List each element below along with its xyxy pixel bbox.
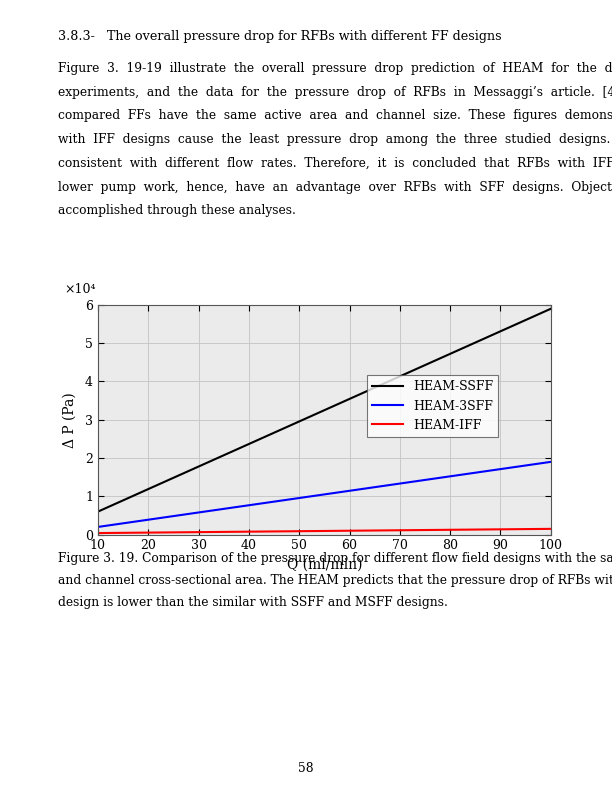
HEAM-IFF	[312, 527, 319, 536]
Text: 58: 58	[298, 762, 314, 775]
HEAM-IFF	[309, 527, 316, 536]
HEAM-IFF	[364, 526, 371, 535]
HEAM-SSFF	[547, 304, 554, 314]
HEAM-3SFF	[547, 457, 554, 466]
HEAM-3SFF	[466, 469, 473, 478]
HEAM-SSFF	[94, 507, 102, 516]
Text: with  IFF  designs  cause  the  least  pressure  drop  among  the  three  studie: with IFF designs cause the least pressur…	[58, 133, 612, 146]
HEAM-3SFF	[312, 491, 319, 501]
Legend: HEAM-SSFF, HEAM-3SFF, HEAM-IFF: HEAM-SSFF, HEAM-3SFF, HEAM-IFF	[367, 375, 498, 437]
Line: HEAM-3SFF: HEAM-3SFF	[98, 462, 551, 527]
Y-axis label: Δ P (Pa): Δ P (Pa)	[62, 392, 76, 447]
Line: HEAM-IFF: HEAM-IFF	[98, 529, 551, 533]
HEAM-SSFF	[339, 397, 346, 406]
HEAM-SSFF	[536, 309, 543, 318]
HEAM-3SFF	[339, 487, 346, 497]
HEAM-3SFF	[536, 459, 543, 468]
Text: consistent  with  different  flow  rates.  Therefore,  it  is  concluded  that  : consistent with different flow rates. Th…	[58, 157, 612, 169]
HEAM-IFF	[94, 528, 102, 538]
Text: 3.8.3-   The overall pressure drop for RFBs with different FF designs: 3.8.3- The overall pressure drop for RFB…	[58, 30, 502, 43]
HEAM-SSFF	[309, 410, 316, 420]
Text: Figure 3. 19. Comparison of the pressure drop for different flow field designs w: Figure 3. 19. Comparison of the pressure…	[58, 552, 612, 565]
Text: compared  FFs  have  the  same  active  area  and  channel  size.  These  figure: compared FFs have the same active area a…	[58, 109, 612, 122]
Line: HEAM-SSFF: HEAM-SSFF	[98, 309, 551, 512]
Text: experiments,  and  the  data  for  the  pressure  drop  of  RFBs  in  Messaggi’s: experiments, and the data for the pressu…	[58, 86, 612, 98]
Text: accomplished through these analyses.: accomplished through these analyses.	[58, 204, 296, 217]
HEAM-SSFF	[364, 386, 371, 396]
Text: design is lower than the similar with SSFF and MSFF designs.: design is lower than the similar with SS…	[58, 596, 448, 609]
HEAM-3SFF	[94, 522, 102, 531]
Text: ×10⁴: ×10⁴	[64, 283, 95, 295]
X-axis label: Q (ml/min): Q (ml/min)	[286, 558, 362, 572]
HEAM-IFF	[466, 525, 473, 535]
HEAM-3SFF	[309, 491, 316, 501]
Text: Figure  3.  19-19  illustrate  the  overall  pressure  drop  prediction  of  HEA: Figure 3. 19-19 illustrate the overall p…	[58, 62, 612, 74]
Text: and channel cross-sectional area. The HEAM predicts that the pressure drop of RF: and channel cross-sectional area. The HE…	[58, 574, 612, 587]
HEAM-SSFF	[466, 341, 473, 350]
HEAM-IFF	[339, 526, 346, 535]
HEAM-IFF	[536, 524, 543, 534]
HEAM-3SFF	[364, 483, 371, 493]
HEAM-SSFF	[312, 409, 319, 419]
HEAM-IFF	[547, 524, 554, 534]
Text: lower  pump  work,  hence,  have  an  advantage  over  RFBs  with  SFF  designs.: lower pump work, hence, have an advantag…	[58, 181, 612, 193]
